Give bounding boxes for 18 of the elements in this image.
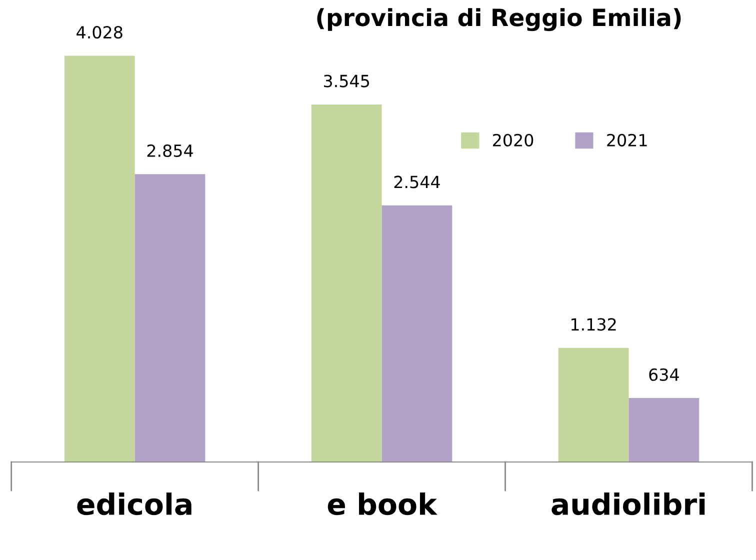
chart-title: (provincia di Reggio Emilia)	[317, 8, 681, 32]
data-label: 3.545	[324, 74, 369, 88]
legend-label: 2021	[607, 134, 647, 146]
data-label: 2.544	[394, 176, 440, 188]
x-tick-label: e book	[328, 492, 438, 516]
data-label: 4.028	[76, 26, 122, 39]
bar	[311, 104, 382, 462]
bar	[558, 348, 629, 462]
bar	[64, 56, 135, 462]
x-tick-label: audiolibri	[552, 492, 705, 516]
bar	[134, 174, 206, 462]
data-label: 634	[649, 368, 679, 381]
legend-label: 2020	[493, 134, 534, 146]
x-tick-label: edicola	[77, 492, 192, 516]
data-label: 1.132	[572, 318, 616, 331]
bar	[382, 205, 452, 462]
data-label: 2.854	[147, 144, 193, 158]
bar	[628, 398, 700, 462]
